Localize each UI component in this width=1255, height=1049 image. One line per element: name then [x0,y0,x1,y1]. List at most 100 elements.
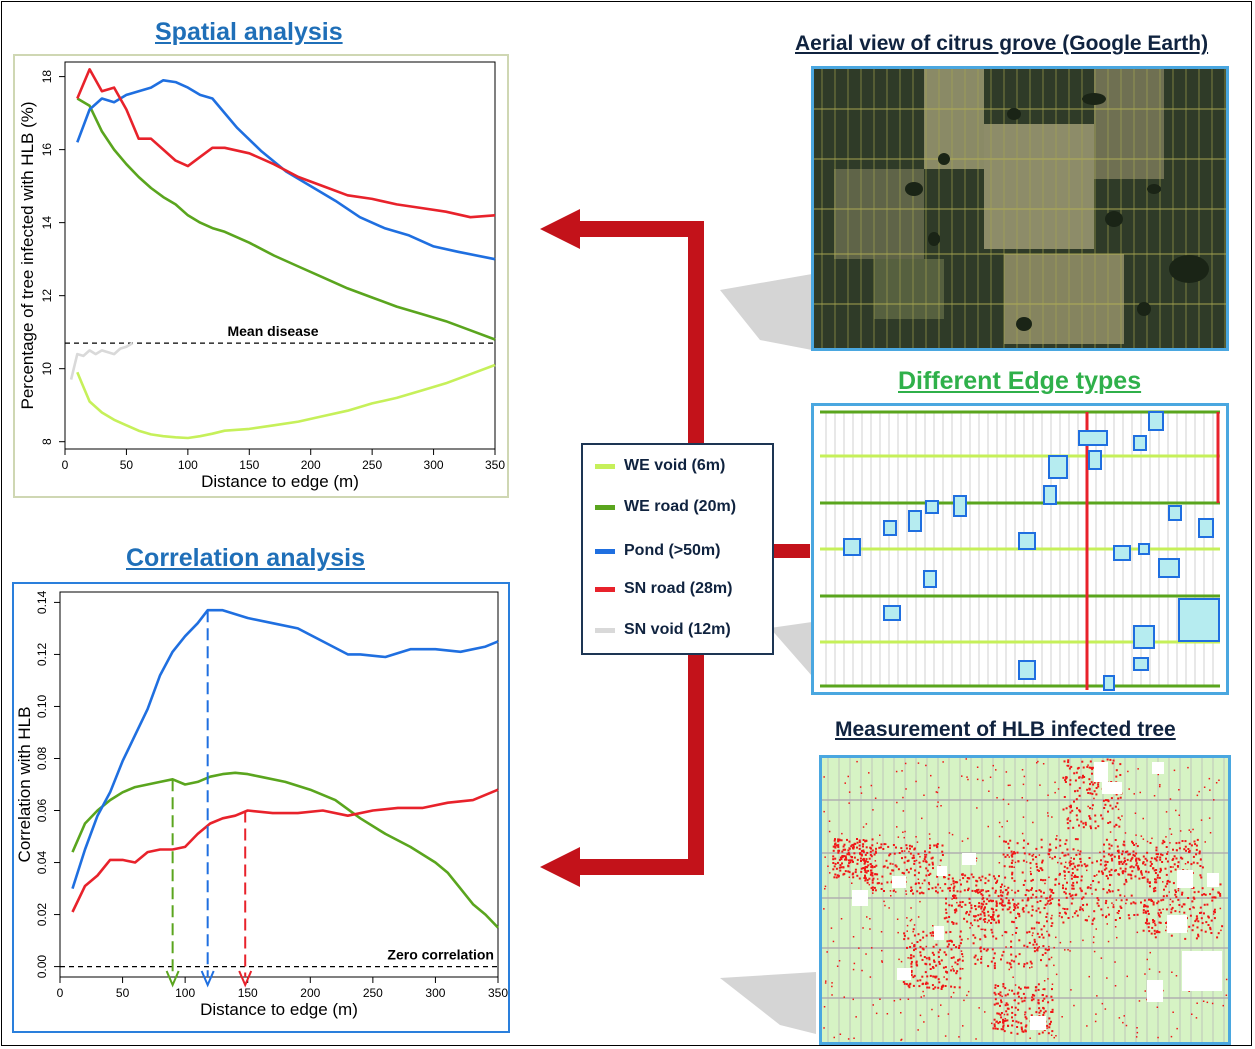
infected-tree-dot [1120,907,1123,909]
infected-tree-dot [1039,867,1042,870]
infected-tree-dot [842,848,845,851]
infected-tree-dot [1001,904,1004,907]
infected-tree-dot [834,846,837,849]
x-tick-label: 100 [175,986,195,1000]
infected-tree-dot [937,801,939,803]
infected-tree-dot [851,859,854,862]
infected-tree-dot [1060,916,1063,919]
infected-tree-dot [1195,1017,1198,1019]
infected-tree-dot [888,854,891,857]
infected-tree-dot [936,805,938,808]
infected-tree-dot [860,870,863,873]
infected-tree-dot [911,845,913,848]
infected-tree-dot [1070,902,1073,905]
infected-tree-dot [940,988,943,990]
infected-tree-dot [1133,793,1135,795]
infected-tree-dot [952,887,955,890]
infected-tree-dot [1038,1032,1041,1035]
infected-tree-dot [961,775,963,777]
infected-tree-dot [879,834,881,836]
infected-tree-dot [1161,842,1164,845]
infected-tree-dot [1040,928,1043,931]
infected-tree-dot [1013,999,1015,1002]
infected-tree-dot [1094,814,1097,817]
infected-tree-dot [1192,861,1195,864]
infected-tree-dot [867,869,870,872]
infected-tree-dot [944,876,946,879]
infected-tree-dot [1001,883,1003,886]
infected-tree-dot [1051,1008,1054,1011]
infected-tree-dot [1181,891,1184,894]
infected-tree-dot [906,946,908,949]
infected-tree-dot [987,825,989,828]
infected-tree-dot [943,917,946,920]
infected-tree-dot [1001,891,1004,894]
infected-tree-dot [1100,870,1103,873]
infected-tree-dot [967,837,969,840]
infected-tree-dot [977,888,980,891]
infected-tree-dot [974,908,977,911]
infected-tree-dot [951,833,954,836]
infected-tree-dot [866,866,869,869]
infected-tree-dot [959,935,962,938]
infected-tree-dot [851,882,853,884]
infected-tree-dot [978,1007,980,1009]
spatial-chart: 0 50 100 150 200 250 300 35081012141618Distance… [18,61,505,491]
infected-tree-dot [990,907,993,910]
infected-tree-dot [1050,1011,1053,1013]
infected-tree-dot [889,890,892,892]
infected-tree-dot [906,924,909,927]
infected-tree-dot [838,876,840,878]
infected-tree-dot [909,867,912,870]
infected-tree-dot [996,1002,999,1005]
infected-tree-dot [858,947,860,949]
infected-tree-dot [979,947,982,950]
infected-tree-dot [1124,832,1127,834]
infected-tree-dot [930,934,933,937]
x-tick-label: 200 [301,458,321,472]
infected-tree-dot [832,940,835,943]
infected-tree-dot [952,991,955,994]
infected-tree-dot [955,972,958,975]
infected-tree-dot [972,915,975,918]
infected-tree-dot [1135,834,1137,836]
infected-tree-dot [1178,789,1180,791]
infected-tree-dot [856,874,859,877]
infected-tree-dot [1041,953,1044,956]
infected-tree-dot [892,844,895,846]
infected-tree-dot [1157,853,1159,856]
infected-tree-dot [1161,861,1164,863]
infected-tree-dot [1013,866,1015,868]
infected-tree-dot [985,949,988,952]
infected-tree-dot [1225,994,1228,996]
infected-tree-dot [902,831,904,833]
infected-tree-dot [1148,922,1151,925]
infected-tree-dot [881,960,883,962]
infected-tree-dot [1173,769,1176,772]
infected-tree-dot [1089,887,1092,890]
infected-tree-dot [1006,1003,1009,1006]
infected-tree-dot [1201,893,1204,896]
infected-tree-dot [1213,908,1216,911]
infected-tree-dot [992,911,995,914]
infected-tree-dot [1059,941,1062,944]
legend-label: SN void (12m) [624,621,731,638]
infected-tree-dot [1071,867,1074,870]
infected-tree-dot [1049,894,1052,897]
infected-tree-dot [1116,850,1119,852]
infected-tree-dot [842,866,845,869]
plot-area-frame [59,591,499,978]
infected-tree-dot [1005,1010,1008,1013]
infected-tree-dot [1010,854,1013,857]
infected-tree-dot [970,907,973,910]
infected-tree-dot [1022,859,1025,862]
infected-tree-dot [1219,883,1222,886]
infected-tree-dot [1048,1017,1051,1020]
infected-tree-dot [1125,880,1128,883]
infected-tree-dot [1123,883,1126,886]
infected-tree-dot [863,862,866,865]
infected-tree-dot [839,869,842,872]
infected-tree-dot [1178,847,1181,850]
infected-tree-dot [1023,999,1026,1002]
infected-tree-dot [984,1011,986,1013]
